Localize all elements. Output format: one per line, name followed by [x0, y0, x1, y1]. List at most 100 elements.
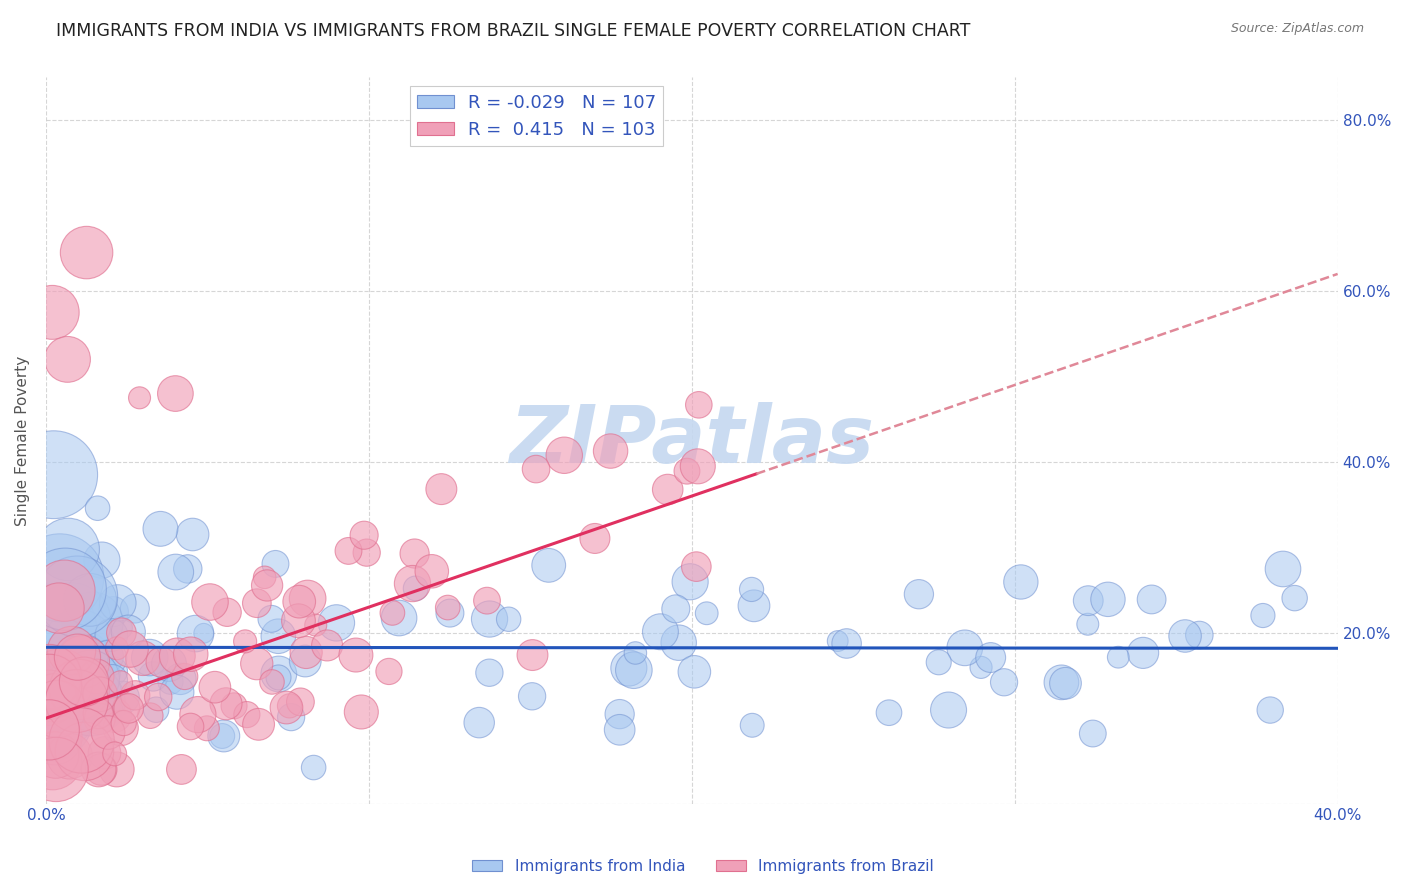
Point: [1258, 703, 1281, 717]
Point: [520, 690, 543, 704]
Point: [1077, 617, 1099, 632]
Point: [115, 701, 138, 715]
Point: [468, 715, 491, 730]
Point: [679, 574, 702, 589]
Point: [302, 760, 325, 774]
Point: [1107, 650, 1129, 665]
Point: [58, 680, 80, 694]
Point: [166, 648, 188, 663]
Point: [184, 626, 207, 640]
Point: [41, 305, 63, 319]
Point: [877, 706, 900, 720]
Point: [1140, 592, 1163, 607]
Point: [198, 595, 221, 609]
Point: [66, 650, 89, 665]
Point: [97, 725, 120, 739]
Point: [478, 665, 501, 680]
Point: [150, 655, 173, 669]
Point: [42, 700, 65, 714]
Point: [246, 657, 269, 671]
Point: [73, 744, 96, 758]
Point: [93, 688, 115, 702]
Point: [599, 444, 621, 458]
Point: [73, 674, 96, 689]
Point: [104, 747, 127, 761]
Point: [475, 593, 498, 607]
Point: [124, 689, 146, 703]
Point: [993, 675, 1015, 690]
Point: [48, 601, 70, 615]
Point: [305, 618, 328, 632]
Point: [290, 695, 312, 709]
Point: [93, 667, 115, 681]
Y-axis label: Single Female Poverty: Single Female Poverty: [15, 355, 30, 525]
Point: [110, 721, 132, 735]
Point: [148, 690, 170, 704]
Point: [177, 562, 200, 576]
Point: [264, 557, 287, 571]
Point: [87, 763, 110, 777]
Point: [297, 591, 319, 606]
Point: [124, 601, 146, 615]
Point: [741, 582, 763, 597]
Point: [388, 611, 411, 625]
Point: [67, 639, 90, 653]
Legend: Immigrants from India, Immigrants from Brazil: Immigrants from India, Immigrants from B…: [465, 853, 941, 880]
Point: [120, 642, 142, 657]
Point: [609, 723, 631, 737]
Point: [181, 527, 204, 541]
Point: [1251, 608, 1274, 623]
Point: [94, 705, 117, 719]
Point: [970, 660, 993, 674]
Point: [267, 667, 290, 681]
Point: [53, 583, 76, 598]
Point: [42, 467, 65, 482]
Point: [1077, 593, 1099, 607]
Point: [44, 731, 66, 745]
Point: [1054, 676, 1077, 690]
Text: ZIPatlas: ZIPatlas: [509, 401, 875, 480]
Point: [45, 747, 67, 762]
Point: [145, 703, 167, 717]
Point: [56, 352, 79, 367]
Point: [537, 558, 560, 573]
Point: [41, 754, 63, 768]
Point: [72, 652, 94, 666]
Point: [650, 624, 672, 639]
Point: [41, 621, 63, 635]
Point: [553, 448, 575, 462]
Point: [337, 544, 360, 558]
Point: [1010, 574, 1032, 589]
Point: [260, 612, 283, 626]
Point: [82, 615, 104, 630]
Point: [128, 391, 150, 405]
Point: [49, 571, 72, 585]
Point: [439, 606, 461, 620]
Point: [46, 702, 69, 716]
Point: [96, 649, 118, 664]
Point: [294, 654, 316, 668]
Point: [404, 547, 426, 561]
Point: [835, 636, 858, 650]
Point: [217, 605, 239, 619]
Point: [117, 625, 139, 640]
Point: [66, 590, 89, 604]
Point: [353, 528, 375, 542]
Point: [1174, 629, 1197, 643]
Point: [38, 690, 60, 705]
Point: [38, 680, 60, 694]
Point: [498, 612, 520, 626]
Point: [215, 697, 238, 711]
Point: [44, 690, 66, 705]
Point: [80, 672, 103, 686]
Point: [685, 559, 707, 574]
Point: [170, 763, 193, 777]
Point: [522, 648, 544, 662]
Point: [668, 635, 690, 649]
Point: [97, 651, 120, 665]
Point: [101, 664, 124, 678]
Point: [76, 245, 98, 260]
Point: [356, 546, 378, 560]
Point: [742, 599, 765, 613]
Point: [344, 648, 367, 662]
